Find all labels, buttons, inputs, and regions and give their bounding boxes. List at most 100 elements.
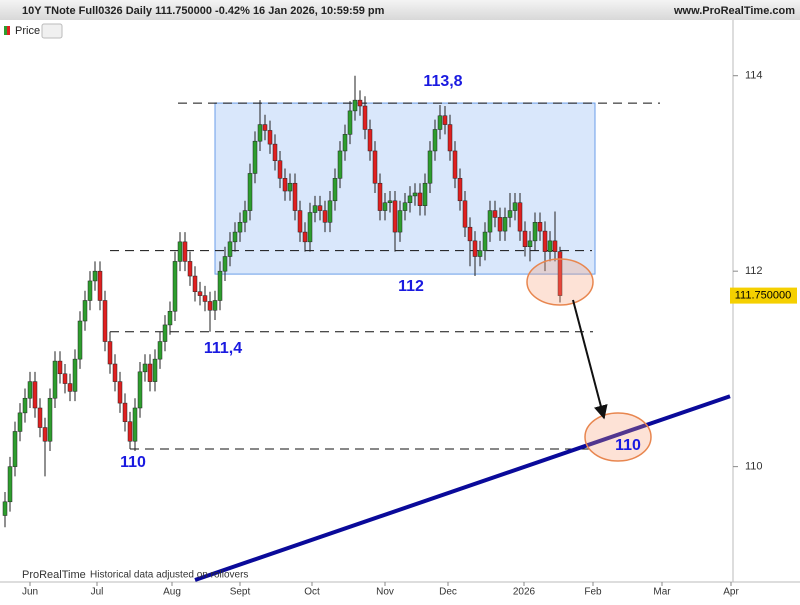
candle-body [7, 466, 13, 503]
candle-body [302, 231, 308, 243]
candle-body [522, 230, 528, 247]
candle-body [422, 182, 428, 206]
level-label: 113,8 [423, 73, 462, 90]
candle-body [402, 202, 408, 211]
candle-body [112, 363, 118, 382]
x-tick-label: Oct [304, 587, 320, 598]
candle-body [212, 300, 218, 311]
candle-body [457, 178, 463, 202]
candle-body [27, 381, 33, 399]
candle-body [2, 501, 8, 516]
candle-body [387, 200, 393, 204]
candle-body [262, 124, 268, 131]
candle-body [32, 381, 38, 409]
header-bar [0, 0, 800, 20]
candle-body [332, 178, 338, 202]
candle-body [477, 250, 483, 257]
candle-body [107, 341, 113, 365]
settings-button[interactable] [41, 23, 63, 39]
candle-body [512, 202, 518, 211]
candle-body [527, 240, 533, 247]
candle-body [97, 270, 103, 301]
candle-body [132, 407, 138, 442]
candle-body [507, 210, 513, 218]
candle-body [117, 381, 123, 404]
candle-body [62, 373, 68, 384]
x-tick-label: Aug [163, 587, 181, 598]
trend-line [194, 394, 731, 582]
candle-body [232, 231, 238, 243]
candle-body [307, 212, 313, 243]
candle-body [482, 231, 488, 251]
candle-body [102, 300, 108, 342]
candle-body [142, 363, 148, 373]
candle-body [22, 397, 28, 414]
candle-body [77, 320, 83, 360]
candle-body [272, 143, 278, 161]
candle-body [497, 217, 503, 232]
candle-body [82, 300, 88, 322]
candle-body [547, 240, 553, 252]
candle-body [452, 150, 458, 179]
legend-price: Price [15, 25, 40, 37]
candle-body [312, 205, 318, 213]
candle-body [502, 217, 508, 232]
candle-body [362, 105, 368, 130]
candle-body [37, 407, 43, 428]
x-tick-label: Mar [653, 587, 671, 598]
candle-body [177, 241, 183, 262]
x-tick-label: Dec [439, 587, 457, 598]
candle-body [427, 150, 433, 184]
y-tick-label: 112 [745, 265, 763, 277]
x-tick-label: Apr [723, 587, 739, 598]
candle-body [277, 160, 283, 179]
candle-body [267, 130, 273, 145]
candle-body [52, 360, 58, 399]
candle-body [147, 363, 153, 382]
x-tick-label: Nov [376, 587, 394, 598]
candle-body [322, 210, 328, 223]
level-label: 111,4 [204, 340, 242, 357]
candle-body [557, 251, 563, 296]
candle-body [297, 210, 303, 233]
highlight-circle [584, 412, 652, 462]
candle-body [162, 324, 168, 342]
candle-body [337, 150, 343, 179]
candle-body [442, 115, 448, 125]
candle-body [447, 124, 453, 152]
candle-body [292, 182, 298, 211]
candle-body [352, 99, 358, 112]
candle-body [192, 275, 198, 292]
candle-body [12, 431, 18, 467]
candle-body [542, 230, 548, 252]
candle-body [537, 222, 543, 232]
candle-body [152, 358, 158, 382]
candle-body [282, 178, 288, 192]
candle-body [532, 222, 538, 242]
candle-body [47, 397, 53, 442]
x-tick-label: 2026 [513, 587, 536, 598]
candle-body [67, 383, 73, 392]
candle-body [412, 192, 418, 197]
price-tag: 111.750000 [735, 290, 791, 302]
candle-body [17, 412, 23, 432]
candle-body [137, 371, 143, 409]
footer-brand: ProRealTime [22, 569, 86, 581]
candle-body [342, 134, 348, 152]
level-label: 112 [398, 278, 424, 295]
candle-body [242, 210, 248, 223]
candle-body [432, 129, 438, 152]
x-tick-label: Feb [584, 587, 602, 598]
footer-note: Historical data adjusted on rollovers [90, 570, 248, 581]
candle-body [407, 195, 413, 204]
candle-body [397, 210, 403, 233]
candle-body [417, 192, 423, 206]
y-tick-label: 114 [745, 70, 763, 82]
candle-body [517, 202, 523, 232]
x-tick-label: Sept [230, 587, 251, 598]
legend-icon [7, 26, 10, 35]
candle-body [127, 421, 133, 442]
candle-body [392, 200, 398, 233]
candle-body [187, 261, 193, 277]
level-label: 110 [120, 454, 146, 471]
